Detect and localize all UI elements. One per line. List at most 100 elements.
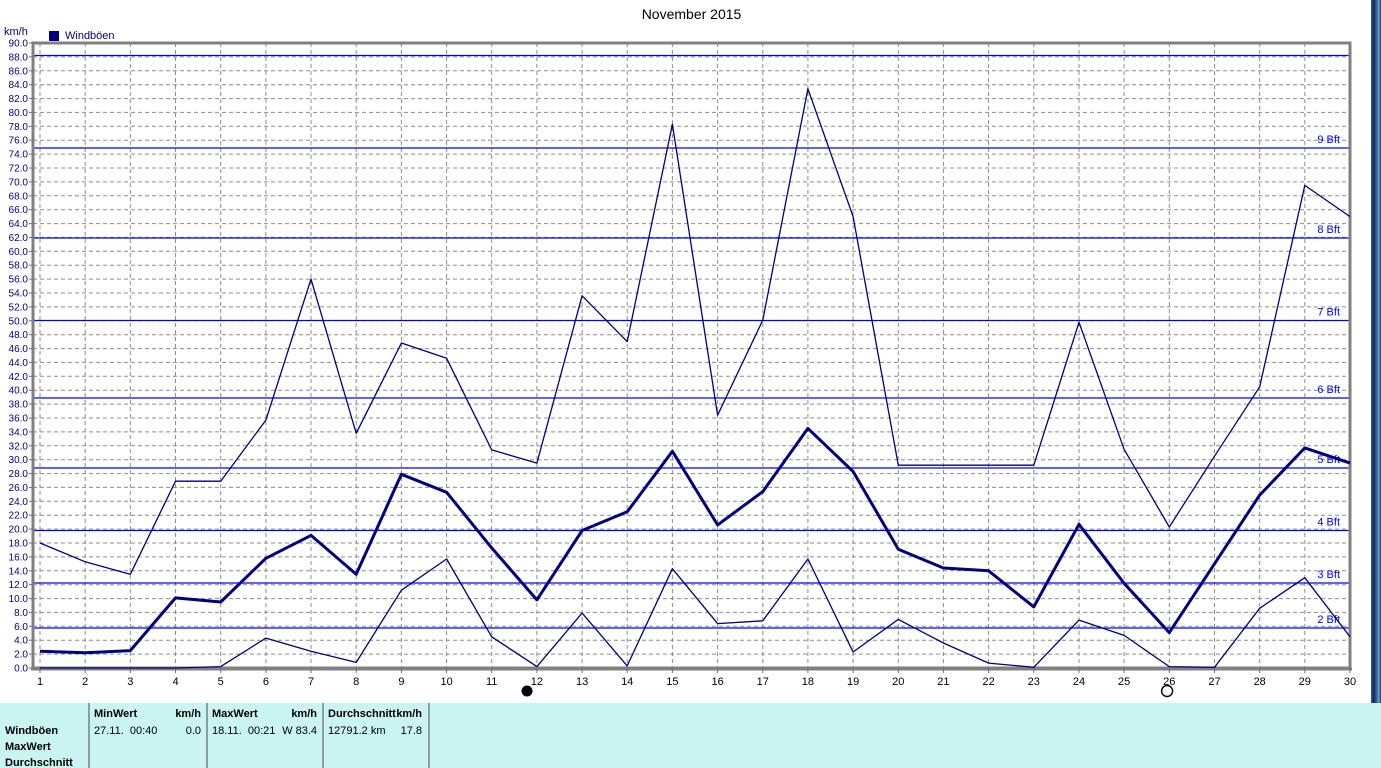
windboeen-durchschnitt-cell: 12791.2 km 17.8 <box>328 725 422 737</box>
beaufort-label: 4 Bft <box>1317 517 1340 529</box>
x-axis-label: 23 <box>1028 676 1040 688</box>
y-axis-label: 30.0 <box>9 455 29 466</box>
y-axis-label: 72.0 <box>9 164 29 175</box>
x-axis-label: 20 <box>892 676 904 688</box>
x-axis-label: 22 <box>982 676 994 688</box>
y-axis-label: 36.0 <box>9 414 29 425</box>
row-label-maxwert: MaxWert <box>5 741 51 753</box>
x-axis-label: 24 <box>1073 676 1085 688</box>
beaufort-label: 3 Bft <box>1317 569 1340 581</box>
table-divider <box>88 703 90 768</box>
y-axis-label: 64.0 <box>9 219 29 230</box>
y-axis-label: 14.0 <box>9 566 29 577</box>
x-axis-label: 5 <box>218 676 224 688</box>
y-axis-label: 62.0 <box>9 233 29 244</box>
y-axis-label: 48.0 <box>9 330 29 341</box>
durchschnitt-header-cell: Durchschnitt km/h <box>328 708 422 720</box>
y-axis-label: 50.0 <box>9 316 29 327</box>
y-axis-label: 88.0 <box>9 52 29 63</box>
x-axis-label: 9 <box>398 676 404 688</box>
row-label-windboeen: Windböen <box>5 725 59 737</box>
y-axis-label: 34.0 <box>9 427 29 438</box>
x-axis-label: 13 <box>576 676 588 688</box>
x-axis-label: 12 <box>531 676 543 688</box>
x-axis-label: 2 <box>82 676 88 688</box>
x-axis-label: 21 <box>937 676 949 688</box>
y-axis-label: 70.0 <box>9 177 29 188</box>
y-axis-label: 2.0 <box>14 650 28 661</box>
stats-table: MinWert km/h MaxWert km/h Durchschnitt k… <box>0 703 1381 768</box>
x-axis-label: 7 <box>308 676 314 688</box>
x-axis-label: 27 <box>1208 676 1220 688</box>
desktop-background-strip <box>1371 0 1381 703</box>
x-axis-label: 30 <box>1344 676 1356 688</box>
y-axis-label: 84.0 <box>9 80 29 91</box>
x-axis-label: 4 <box>172 676 178 688</box>
x-axis-label: 1 <box>37 676 43 688</box>
legend-color-swatch <box>49 31 59 41</box>
table-row-durchschnitt: Durchschnitt <box>0 756 1381 768</box>
x-axis-label: 18 <box>802 676 814 688</box>
y-axis-label: 56.0 <box>9 275 29 286</box>
y-axis-label: 28.0 <box>9 469 29 480</box>
y-axis-label: 60.0 <box>9 247 29 258</box>
plot-frame <box>31 41 1352 670</box>
y-axis-label: 82.0 <box>9 94 29 105</box>
y-axis-label: 6.0 <box>14 622 28 633</box>
table-header-row: MinWert km/h MaxWert km/h Durchschnitt k… <box>0 707 1381 722</box>
y-axis-label: 80.0 <box>9 108 29 119</box>
y-axis-label: 68.0 <box>9 191 29 202</box>
y-axis-label: 86.0 <box>9 66 29 77</box>
y-axis-unit-label: km/h <box>4 26 28 38</box>
series-windboeen <box>39 426 1351 655</box>
y-axis-label: 66.0 <box>9 205 29 216</box>
row-label-durchschnitt: Durchschnitt <box>5 757 73 768</box>
series-minwert <box>40 558 1351 669</box>
y-axis-label: 10.0 <box>9 594 29 605</box>
y-axis-label: 4.0 <box>14 636 28 647</box>
x-axis-label: 6 <box>263 676 269 688</box>
x-axis-label: 25 <box>1118 676 1130 688</box>
x-axis-label: 16 <box>711 676 723 688</box>
x-axis-label: 11 <box>486 676 497 688</box>
y-axis-label: 8.0 <box>14 608 28 619</box>
y-axis-label: 24.0 <box>9 497 29 508</box>
y-axis-label: 90.0 <box>9 39 29 50</box>
y-axis-label: 16.0 <box>9 552 29 563</box>
y-axis-label: 58.0 <box>9 261 29 272</box>
maxwert-header-cell: MaxWert km/h <box>212 708 317 720</box>
beaufort-label: 8 Bft <box>1317 224 1340 236</box>
beaufort-label: 7 Bft <box>1317 307 1340 319</box>
new-moon-icon <box>521 685 533 697</box>
y-axis-label: 32.0 <box>9 441 29 452</box>
x-axis-label: 28 <box>1254 676 1266 688</box>
x-axis-label: 19 <box>847 676 859 688</box>
legend-label: Windböen <box>65 30 115 42</box>
x-axis-label: 3 <box>127 676 133 688</box>
x-axis-label: 10 <box>440 676 452 688</box>
y-axis-label: 44.0 <box>9 358 29 369</box>
y-axis-label: 46.0 <box>9 344 29 355</box>
full-moon-icon <box>1160 684 1174 698</box>
y-axis-label: 42.0 <box>9 372 29 383</box>
y-axis-label: 76.0 <box>9 136 29 147</box>
x-axis-label: 29 <box>1299 676 1311 688</box>
beaufort-label: 9 Bft <box>1317 134 1340 146</box>
windboeen-minwert-cell: 27.11. 00:40 0.0 <box>94 725 201 737</box>
table-divider <box>206 703 208 768</box>
y-axis-label: 54.0 <box>9 289 29 300</box>
y-axis-label: 12.0 <box>9 580 29 591</box>
beaufort-label: 6 Bft <box>1317 384 1340 396</box>
legend: Windböen <box>49 30 115 42</box>
table-divider <box>428 703 430 768</box>
chart-title: November 2015 <box>641 6 742 22</box>
series-maxwert <box>39 88 1351 575</box>
y-axis-label: 52.0 <box>9 302 29 313</box>
x-axis-label: 14 <box>621 676 633 688</box>
y-axis-label: 18.0 <box>9 539 29 550</box>
x-axis-label: 15 <box>666 676 678 688</box>
y-axis-label: 26.0 <box>9 483 29 494</box>
y-axis-label: 0.0 <box>14 664 28 675</box>
